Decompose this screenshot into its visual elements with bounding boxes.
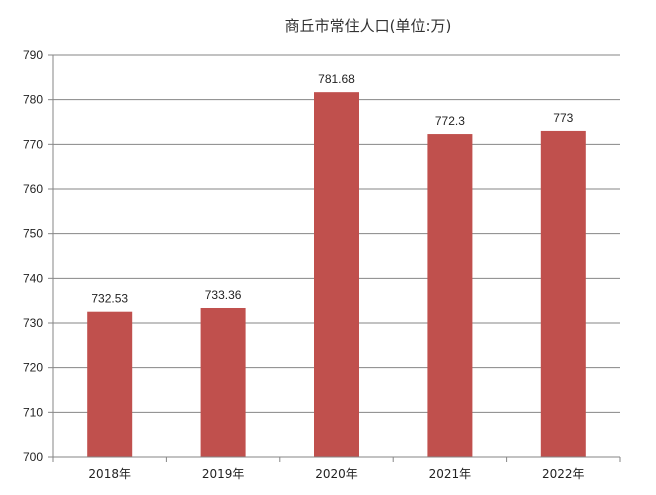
data-label: 773: [553, 111, 573, 125]
bar: [200, 307, 246, 457]
y-tick-label: 710: [23, 405, 43, 419]
data-label: 781.68: [318, 72, 355, 86]
y-tick-label: 750: [23, 227, 43, 241]
bar: [540, 130, 586, 457]
y-tick-label: 720: [23, 361, 43, 375]
data-label: 733.36: [205, 288, 242, 302]
chart-title: 商丘市常住人口(单位:万): [284, 17, 452, 35]
y-tick-label: 770: [23, 137, 43, 151]
y-tick-label: 790: [23, 48, 43, 62]
y-tick-label: 700: [23, 450, 43, 464]
x-tick-label: 2018年: [88, 467, 131, 481]
x-tick-label: 2021年: [429, 467, 472, 481]
bar: [87, 311, 133, 457]
y-tick-label: 730: [23, 316, 43, 330]
y-tick-label: 740: [23, 271, 43, 285]
x-tick-label: 2020年: [315, 467, 358, 481]
bar: [314, 92, 359, 458]
x-tick-label: 2019年: [202, 467, 245, 481]
data-label: 772.3: [435, 114, 465, 128]
x-tick-label: 2022年: [542, 467, 585, 481]
bar: [427, 134, 473, 457]
data-label: 732.53: [91, 292, 128, 306]
y-tick-label: 760: [23, 182, 43, 196]
y-tick-label: 780: [23, 93, 43, 107]
